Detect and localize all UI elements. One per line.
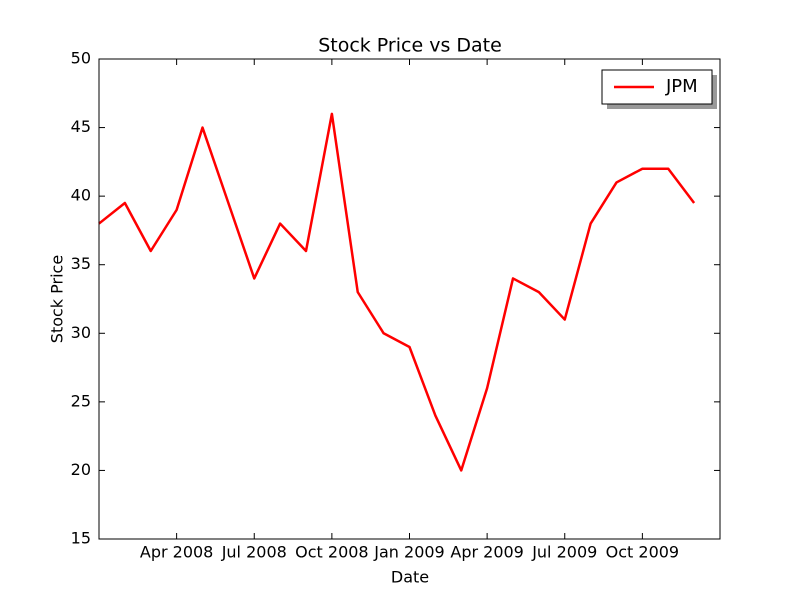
y-tick-label: 25	[71, 391, 91, 410]
y-axis-label: Stock Price	[48, 255, 67, 343]
x-tick-label: Oct 2009	[606, 543, 679, 562]
y-tick-label: 30	[71, 323, 91, 342]
series-line	[98, 112, 696, 472]
plot-frame	[98, 58, 721, 540]
y-tick-label: 45	[71, 117, 91, 136]
x-tick-label: Oct 2008	[295, 543, 368, 562]
y-tick-label: 40	[71, 186, 91, 205]
y-tick-label: 15	[71, 529, 91, 548]
x-tick-label: Jul 2009	[531, 543, 597, 562]
x-tick-label: Jul 2008	[221, 543, 287, 562]
chart-title: Stock Price vs Date	[318, 35, 502, 57]
y-tick-label: 35	[71, 254, 91, 273]
y-tick-label: 20	[71, 460, 91, 479]
x-axis-label: Date	[391, 568, 429, 587]
x-tick-label: Apr 2008	[140, 543, 213, 562]
legend-label: JPM	[665, 76, 698, 97]
y-tick-label: 50	[71, 49, 91, 68]
x-tick-label: Jan 2009	[373, 543, 444, 562]
x-tick-label: Apr 2009	[450, 543, 523, 562]
